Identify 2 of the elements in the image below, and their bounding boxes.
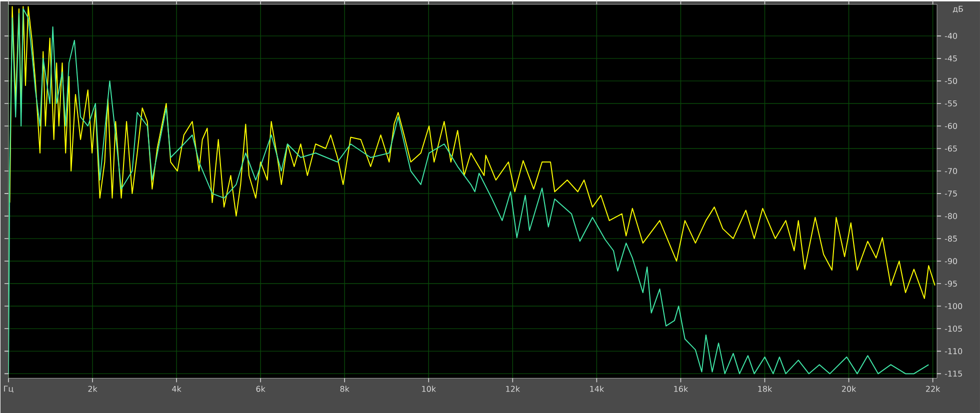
line-series — [9, 6, 936, 299]
line-series — [8, 8, 930, 374]
